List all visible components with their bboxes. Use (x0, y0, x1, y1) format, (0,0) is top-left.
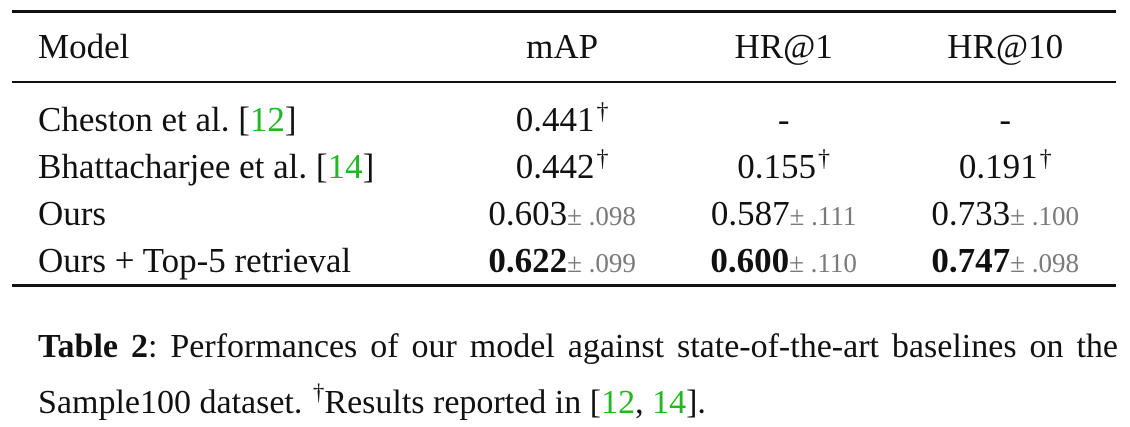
map-cell: 0.441† (451, 96, 673, 143)
table-header-row: Model mAP HR@1 HR@10 (12, 13, 1116, 81)
table-caption: Table 2: Performances of our model again… (38, 324, 1118, 426)
dagger-mark: † (818, 146, 831, 172)
dagger-mark: † (596, 146, 609, 172)
header-map: mAP (526, 27, 599, 66)
hr1-value: - (777, 99, 790, 139)
hr10-value: 0.191 (958, 147, 1038, 186)
map-value: 0.441 (515, 100, 595, 139)
caption-citation-link[interactable]: 12 (601, 384, 636, 421)
table-row: Ours 0.603± .098 0.587± .111 0.733± .100 (12, 190, 1116, 237)
hr10-cell: 0.733± .100 (894, 190, 1116, 237)
map-cell: 0.442† (451, 143, 673, 190)
table-top-rule (12, 10, 1116, 13)
model-name: Ours (38, 193, 107, 233)
row-model-cell: Ours (12, 190, 451, 237)
model-name: Bhattacharjee et al. [ (38, 146, 328, 186)
row-model-cell: Cheston et al. [12] (12, 96, 451, 143)
hr1-cell: 0.600± .110 (673, 237, 895, 284)
caption-text-2: Results reported in [ (324, 384, 602, 421)
row-model-cell: Ours + Top-5 retrieval (12, 237, 451, 284)
std-deviation: ± .098 (1010, 247, 1079, 278)
dagger-mark: † (596, 99, 609, 125)
hr10-cell: 0.747± .098 (894, 237, 1116, 284)
citation-link[interactable]: 14 (327, 146, 363, 186)
model-name: Ours + Top-5 retrieval (38, 240, 352, 280)
std-deviation: ± .110 (789, 247, 857, 278)
hr10-value: 0.733 (931, 193, 1011, 233)
hr1-cell: 0.155† (673, 143, 895, 190)
hr1-cell: 0.587± .111 (673, 190, 895, 237)
citation-close: ] (284, 99, 297, 139)
results-table: Model mAP HR@1 HR@10 Cheston et al. [12]… (12, 13, 1116, 284)
std-deviation: ± .098 (567, 200, 636, 231)
table-bottom-rule (12, 284, 1116, 287)
hr1-value-best: 0.600 (710, 240, 790, 280)
table-spacer (12, 81, 1116, 96)
caption-citation-link[interactable]: 14 (652, 384, 687, 421)
hr10-cell: - (894, 96, 1116, 143)
table-row: Bhattacharjee et al. [14] 0.442† 0.155† … (12, 143, 1116, 190)
hr10-value-best: 0.747 (931, 240, 1011, 280)
caption-text: : Performances of our model against stat… (38, 328, 1118, 421)
std-deviation: ± .099 (567, 247, 636, 278)
hr1-value: 0.587 (710, 193, 790, 233)
row-model-cell: Bhattacharjee et al. [14] (12, 143, 451, 190)
hr10-value: - (999, 99, 1012, 139)
map-value-best: 0.622 (488, 240, 568, 280)
header-hr1: HR@1 (734, 27, 833, 66)
header-model: Model (38, 27, 130, 66)
table-row: Ours + Top-5 retrieval 0.622± .099 0.600… (12, 237, 1116, 284)
caption-label: Table 2 (38, 328, 148, 365)
map-value: 0.442 (515, 147, 595, 186)
caption-separator: , (635, 384, 653, 421)
table-header-rule (12, 81, 1116, 83)
std-deviation: ± .111 (789, 200, 857, 231)
table-row: Cheston et al. [12] 0.441† - - (12, 96, 1116, 143)
header-hr10: HR@10 (947, 27, 1064, 66)
citation-close: ] (362, 146, 375, 186)
map-value: 0.603 (488, 193, 568, 233)
caption-text-3: ]. (686, 384, 706, 421)
map-cell: 0.603± .098 (451, 190, 673, 237)
dagger-mark: † (1039, 146, 1052, 172)
caption-dagger: † (312, 380, 325, 405)
model-name: Cheston et al. [ (38, 99, 250, 139)
hr1-value: 0.155 (737, 147, 817, 186)
map-cell: 0.622± .099 (451, 237, 673, 284)
hr10-cell: 0.191† (894, 143, 1116, 190)
citation-link[interactable]: 12 (249, 99, 285, 139)
std-deviation: ± .100 (1010, 200, 1079, 231)
hr1-cell: - (673, 96, 895, 143)
